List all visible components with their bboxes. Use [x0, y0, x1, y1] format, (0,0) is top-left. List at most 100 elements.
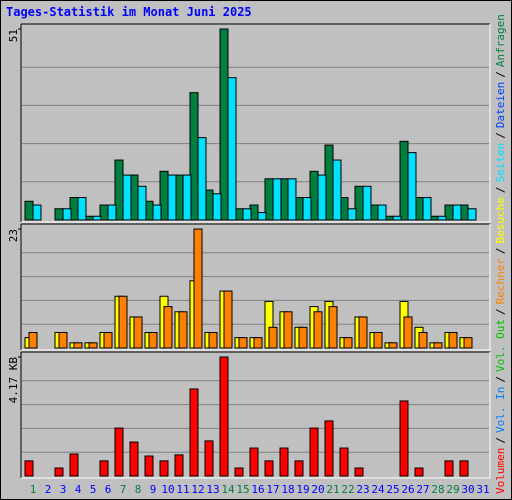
bar [257, 212, 267, 221]
bar [388, 342, 398, 349]
bar [328, 306, 338, 349]
bar [234, 467, 244, 477]
bar [407, 152, 417, 221]
legend: Volumen / Vol. In / Vol. Out / Rechner / Besuche… [494, 14, 507, 494]
bar [264, 460, 274, 477]
bar [373, 331, 383, 349]
panel [21, 24, 490, 222]
x-tick-label: 15 [236, 483, 249, 496]
x-tick-label: 22 [341, 483, 354, 496]
bar [189, 388, 199, 477]
bar [354, 467, 364, 477]
bar [283, 311, 293, 349]
bar [399, 140, 409, 221]
bar [444, 460, 454, 477]
x-tick-label: 10 [161, 483, 174, 496]
bar [343, 337, 353, 349]
bar [193, 228, 203, 349]
bar [223, 290, 233, 349]
bar [253, 337, 263, 349]
bar [433, 342, 443, 349]
bar [437, 215, 447, 221]
bar [347, 208, 357, 221]
bar [272, 178, 282, 221]
bar [422, 197, 432, 221]
legend-entry: Besuche [494, 197, 507, 243]
legend-separator: / [494, 308, 507, 315]
x-tick-label: 20 [311, 483, 324, 496]
x-tick-label: 9 [150, 483, 157, 496]
bar [144, 455, 154, 477]
bar [54, 467, 64, 477]
bar [103, 331, 113, 349]
bar [133, 316, 143, 349]
bar [24, 460, 34, 477]
x-tick-label: 24 [371, 483, 385, 496]
x-tick-label: 28 [431, 483, 444, 496]
bar [317, 174, 327, 221]
x-tick-label: 26 [401, 483, 414, 496]
bar [399, 400, 409, 477]
legend-entry: Seiten [494, 143, 507, 183]
x-tick-label: 5 [90, 483, 97, 496]
x-tick-label: 12 [191, 483, 204, 496]
x-tick-label: 1 [30, 483, 37, 496]
bar [418, 331, 428, 349]
bar [77, 197, 87, 221]
bar [88, 342, 98, 349]
x-tick-label: 30 [461, 483, 474, 496]
x-tick-label: 31 [476, 483, 489, 496]
legend-entry: Volumen [494, 448, 507, 494]
y-tick-label: 4.17 KB [7, 357, 20, 404]
legend-separator: / [494, 71, 507, 78]
bar [167, 174, 177, 221]
bar [99, 460, 109, 477]
bar [279, 447, 289, 477]
bar [467, 208, 477, 221]
y-tick-label: 51 [7, 29, 20, 42]
bar [219, 356, 229, 477]
bar [302, 197, 312, 221]
x-tick-label: 11 [176, 483, 189, 496]
bar [32, 204, 42, 221]
bar [294, 460, 304, 477]
bar [62, 208, 72, 221]
x-tick-label: 14 [221, 483, 235, 496]
bar [24, 200, 34, 221]
bar [197, 137, 207, 221]
chart-title: Tages-Statistik im Monat Juni 2025 [6, 5, 252, 19]
bar [178, 311, 188, 349]
x-tick-label: 16 [251, 483, 264, 496]
bar [118, 295, 128, 349]
bar [159, 460, 169, 477]
bar [182, 174, 192, 221]
bar [174, 454, 184, 477]
bar [463, 337, 473, 349]
bar [28, 331, 38, 349]
bar [58, 331, 68, 349]
bar [54, 208, 64, 221]
bar [403, 316, 413, 349]
bar [163, 306, 173, 349]
x-tick-label: 6 [105, 483, 112, 496]
bar [459, 460, 469, 477]
bar [268, 326, 278, 349]
y-tick-label: 23 [7, 229, 20, 242]
bar [249, 447, 259, 477]
bar [208, 331, 218, 349]
x-tick-label: 2 [45, 483, 52, 496]
legend-separator: / [494, 437, 507, 444]
bar [309, 427, 319, 477]
bar [69, 453, 79, 477]
legend-separator: / [494, 376, 507, 383]
bar [339, 447, 349, 477]
bar [242, 208, 252, 221]
bar [452, 204, 462, 221]
bar [107, 204, 117, 221]
bar [212, 193, 222, 221]
x-tick-label: 4 [75, 483, 82, 496]
bar [73, 342, 83, 349]
x-tick-label: 13 [206, 483, 219, 496]
x-tick-label: 8 [135, 483, 142, 496]
